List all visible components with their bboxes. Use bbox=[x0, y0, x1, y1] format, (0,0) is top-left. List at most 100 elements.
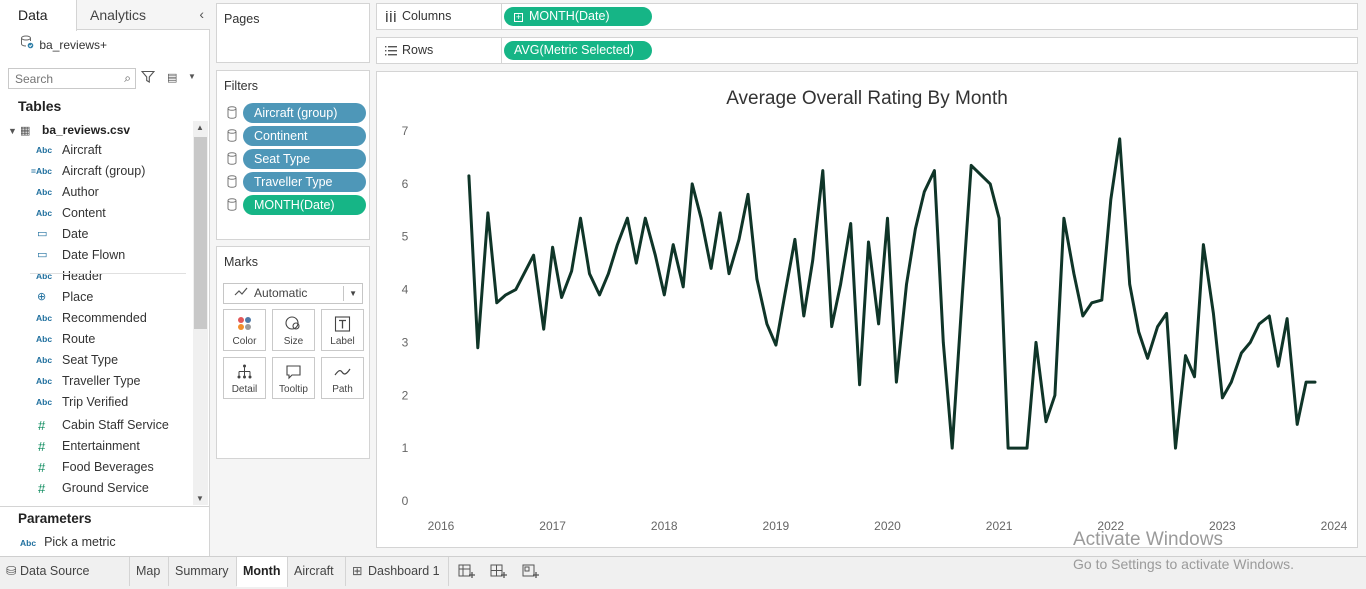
x-tick-label: 2024 bbox=[1321, 519, 1348, 533]
scroll-thumb[interactable] bbox=[194, 137, 207, 329]
detail-button[interactable]: Detail bbox=[223, 357, 266, 399]
field-name: Content bbox=[62, 206, 106, 220]
filter-pill[interactable]: MONTH(Date) bbox=[243, 195, 366, 215]
expand-icon[interactable]: ▼ bbox=[8, 126, 17, 136]
collapse-pane-icon[interactable]: ‹ bbox=[199, 6, 204, 22]
field-item[interactable]: Abc Author bbox=[0, 182, 186, 203]
line-mark-icon bbox=[234, 284, 248, 303]
size-icon bbox=[285, 316, 300, 330]
sheet-tab-aircraft[interactable]: Aircraft bbox=[288, 557, 346, 586]
table-item[interactable]: ▼ ▦ ba_reviews.csv bbox=[8, 121, 130, 139]
parameter-name: Pick a metric bbox=[44, 535, 116, 549]
dashboard-tab[interactable]: ⊞ Dashboard 1 bbox=[346, 557, 449, 586]
x-tick-label: 2017 bbox=[539, 519, 566, 533]
field-item[interactable]: Abc Content bbox=[0, 203, 186, 224]
field-name: Date Flown bbox=[62, 248, 126, 262]
field-item[interactable]: ▭ Date bbox=[0, 224, 186, 245]
field-item[interactable]: # Entertainment bbox=[0, 436, 186, 457]
string-type-icon: Abc bbox=[36, 355, 53, 365]
columns-shelf[interactable]: Columns + MONTH(Date) bbox=[376, 3, 1358, 30]
filter-pill[interactable]: Traveller Type bbox=[243, 172, 366, 192]
field-item[interactable]: =Abc Aircraft (group) bbox=[0, 161, 186, 182]
string-type-icon: Abc bbox=[36, 376, 53, 386]
rows-label-text: Rows bbox=[402, 43, 434, 57]
field-name: Seat Type bbox=[62, 353, 119, 367]
search-box[interactable]: ⌕ bbox=[8, 68, 136, 89]
new-worksheet-icon[interactable] bbox=[458, 563, 476, 579]
data-pane: Data Analytics ‹ ba_reviews+ ⌕ ▤ ▼ Table… bbox=[0, 0, 210, 556]
columns-pill[interactable]: + MONTH(Date) bbox=[504, 7, 652, 26]
rows-shelf[interactable]: Rows AVG(Metric Selected) bbox=[376, 37, 1358, 64]
datasource-tab-icon: ⛁ bbox=[6, 564, 17, 578]
columns-icon bbox=[386, 11, 396, 22]
filter-pill[interactable]: Continent bbox=[243, 126, 366, 146]
view-options-icon[interactable]: ▤ bbox=[167, 72, 178, 84]
mark-type-dropdown[interactable]: Automatic ▼ bbox=[223, 283, 363, 304]
search-input[interactable] bbox=[9, 69, 109, 88]
sheet-tab-month[interactable]: Month bbox=[237, 557, 288, 587]
field-item[interactable]: Abc Traveller Type bbox=[0, 371, 186, 392]
globe-icon: ⊕ bbox=[37, 291, 47, 303]
tooltip-label: Tooltip bbox=[279, 384, 308, 395]
line-chart[interactable]: Average Overall Rating By Month 0 1 2 3 4 5 6 7 2… bbox=[377, 72, 1357, 547]
tab-analytics[interactable]: Analytics bbox=[90, 7, 147, 23]
sheet-tab-map[interactable]: Map bbox=[130, 557, 169, 586]
data-source-tab[interactable]: ⛁ Data Source bbox=[0, 557, 130, 586]
filter-icon[interactable] bbox=[141, 70, 155, 84]
label-button[interactable]: Label bbox=[321, 309, 364, 351]
path-label: Path bbox=[332, 384, 353, 395]
x-tick-label: 2022 bbox=[1097, 519, 1124, 533]
filter-pill[interactable]: Seat Type bbox=[243, 149, 366, 169]
field-item[interactable]: ▭ Date Flown bbox=[0, 245, 186, 266]
y-tick-label: 2 bbox=[402, 388, 409, 402]
y-tick-label: 5 bbox=[402, 230, 409, 244]
field-item[interactable]: Abc Trip Verified bbox=[0, 392, 186, 413]
sheet-tab-summary[interactable]: Summary bbox=[169, 557, 237, 586]
field-name: Trip Verified bbox=[62, 395, 129, 409]
marks-title: Marks bbox=[224, 255, 259, 269]
columns-label-text: Columns bbox=[402, 9, 452, 23]
field-list-scrollbar[interactable]: ▲ ▼ bbox=[193, 121, 208, 505]
y-tick-label: 6 bbox=[402, 177, 409, 191]
field-item[interactable]: Abc Recommended bbox=[0, 308, 186, 329]
tab-data[interactable]: Data bbox=[0, 0, 77, 31]
new-dashboard-icon[interactable] bbox=[490, 563, 508, 579]
rows-pill[interactable]: AVG(Metric Selected) bbox=[504, 41, 652, 60]
size-button[interactable]: Size bbox=[272, 309, 315, 351]
watermark-line1: Activate Windows bbox=[1073, 529, 1223, 550]
color-button[interactable]: Color bbox=[223, 309, 266, 351]
pages-title: Pages bbox=[224, 12, 260, 26]
series-line[interactable] bbox=[467, 137, 1317, 450]
chevron-down-icon[interactable]: ▼ bbox=[188, 72, 196, 81]
filter-pill[interactable]: Aircraft (group) bbox=[243, 103, 366, 123]
search-icon: ⌕ bbox=[124, 71, 131, 85]
field-item[interactable]: Abc Aircraft bbox=[0, 140, 186, 161]
scroll-up-icon[interactable]: ▲ bbox=[196, 123, 204, 132]
parameters-heading: Parameters bbox=[18, 511, 92, 526]
field-item[interactable]: Abc Route bbox=[0, 329, 186, 350]
parameter-item[interactable]: Abc Pick a metric bbox=[20, 533, 116, 551]
measure-type-icon: # bbox=[38, 460, 46, 475]
pages-card[interactable]: Pages bbox=[216, 3, 370, 63]
datasource-item[interactable]: ba_reviews+ bbox=[20, 35, 107, 53]
field-item[interactable]: # Food Beverages bbox=[0, 457, 186, 478]
field-name: Author bbox=[62, 185, 99, 199]
datasource-icon bbox=[20, 35, 36, 54]
field-item[interactable]: # Cabin Staff Service bbox=[0, 415, 186, 436]
field-item[interactable]: Abc Header bbox=[0, 266, 186, 287]
path-button[interactable]: Path bbox=[321, 357, 364, 399]
measure-type-icon: # bbox=[38, 481, 46, 496]
field-item[interactable]: ⊕ Place bbox=[0, 287, 186, 308]
rows-pill-text: AVG(Metric Selected) bbox=[514, 43, 634, 57]
chart-area[interactable]: Average Overall Rating By Month 0 1 2 3 4 5 6 7 2… bbox=[376, 71, 1358, 548]
tooltip-button[interactable]: Tooltip bbox=[272, 357, 315, 399]
new-story-icon[interactable] bbox=[522, 563, 540, 579]
expand-plus-icon[interactable]: + bbox=[514, 12, 523, 22]
chevron-down-icon: ▼ bbox=[349, 289, 357, 298]
database-icon bbox=[227, 175, 237, 188]
field-item[interactable]: # Ground Service bbox=[0, 478, 186, 499]
field-item[interactable]: Abc Seat Type bbox=[0, 350, 186, 371]
scroll-down-icon[interactable]: ▼ bbox=[196, 494, 204, 503]
string-type-icon: Abc bbox=[36, 313, 53, 323]
